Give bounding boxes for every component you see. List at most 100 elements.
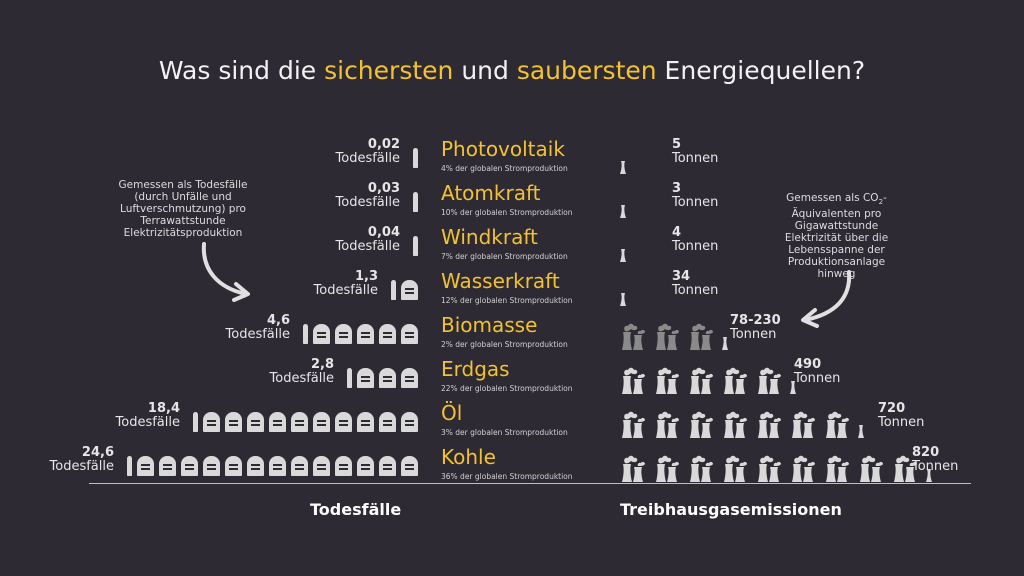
power-plant-icon: [756, 454, 783, 482]
power-plant-group: [620, 454, 932, 482]
emissions-value: 490 Tonnen: [794, 358, 840, 386]
emissions-value: 5 Tonnen: [672, 138, 718, 166]
power-plant-icon: [688, 410, 715, 438]
tombstone-icon: [159, 456, 176, 476]
power-plant-group: [620, 410, 864, 438]
power-plant-icon: [824, 410, 851, 438]
power-plant-group: [620, 366, 796, 394]
tombstone-icon: [379, 324, 396, 344]
tombstone-icon: [357, 324, 374, 344]
tombstone-icon: [335, 324, 352, 344]
power-plant-icon: [892, 454, 919, 482]
tombstone-icon: [313, 456, 330, 476]
emissions-number: 820: [912, 445, 940, 460]
source-share: 10% der globalen Stromproduktion: [441, 208, 573, 217]
title-mid: und: [453, 56, 517, 85]
emissions-note-post: -Äquivalenten pro Gigawattstunde Elektri…: [784, 192, 889, 281]
deaths-number: 24,6: [81, 445, 114, 460]
left-curved-arrow-icon: [201, 242, 250, 302]
power-plant-group: [620, 146, 626, 174]
right-curved-arrow-icon: [801, 270, 852, 328]
tombstone-icon: [291, 412, 308, 432]
deaths-value: 4,6 Todesfälle: [226, 314, 290, 342]
deaths-unit: Todesfälle: [313, 283, 378, 298]
tombstone-icon: [357, 456, 374, 476]
power-plant-partial-icon: [926, 454, 932, 482]
power-plant-icon: [688, 366, 715, 394]
source-name: Kohle: [441, 445, 496, 469]
deaths-unit: Todesfälle: [335, 239, 400, 254]
footer-emissions-label: Treibhausgasemissionen: [620, 500, 842, 519]
tombstone-icon: [335, 456, 352, 476]
deaths-unit: Todesfälle: [115, 415, 180, 430]
tombstone-icon: [225, 412, 242, 432]
emissions-note-sub: 2: [878, 198, 884, 207]
tombstone-group: [303, 324, 418, 344]
emissions-value: 4 Tonnen: [672, 226, 718, 254]
tombstone-icon: [379, 368, 396, 388]
deaths-number: 4,6: [266, 313, 290, 328]
deaths-value: 1,3 Todesfälle: [314, 270, 378, 298]
power-plant-icon: [654, 454, 681, 482]
power-plant-icon: [858, 454, 885, 482]
title-highlight-cleanest: saubersten: [516, 56, 657, 85]
emissions-number: 34: [672, 269, 691, 284]
power-plant-icon: [654, 410, 681, 438]
title-post: Energiequellen?: [656, 56, 866, 85]
row-kohle: 24,6 Todesfälle Kohle 36% der globalen Stro…: [0, 446, 1024, 490]
title-highlight-safest: sichersten: [324, 56, 454, 85]
power-plant-icon: [756, 410, 783, 438]
deaths-unit: Todesfälle: [225, 327, 290, 342]
power-plant-group: [620, 322, 728, 350]
tombstone-icon: [203, 456, 220, 476]
source-name: Photovoltaik: [441, 137, 565, 161]
source-share: 22% der globalen Stromproduktion: [441, 384, 573, 393]
power-plant-icon: [620, 454, 647, 482]
tombstone-icon: [269, 456, 286, 476]
title-pre: Was sind die: [158, 56, 325, 85]
power-plant-partial-icon: [790, 366, 796, 394]
emissions-value: 820 Tonnen: [912, 446, 958, 474]
tombstone-icon: [247, 412, 264, 432]
tombstone-icon: [401, 324, 418, 344]
tombstone-partial-icon: [391, 280, 396, 300]
deaths-value: 0,04 Todesfälle: [336, 226, 400, 254]
power-plant-icon: [824, 454, 851, 482]
tombstone-icon: [181, 456, 198, 476]
tombstone-partial-icon: [193, 412, 198, 432]
row-windkraft: 0,04 Todesfälle Windkraft 7% der globalen S…: [0, 226, 1024, 270]
footer-deaths-label: Todesfälle: [310, 500, 402, 519]
power-plant-partial-icon: [722, 322, 728, 350]
emissions-unit: Tonnen: [878, 415, 925, 430]
emissions-note-pre: Gemessen als CO: [786, 192, 879, 204]
row-biomasse: 4,6 Todesfälle Biomasse 2% der globalen Str…: [0, 314, 1024, 358]
row-atomkraft: 0,03 Todesfälle Atomkraft 10% der globalen …: [0, 182, 1024, 226]
source-name: Biomasse: [441, 313, 538, 337]
emissions-value: 720 Tonnen: [878, 402, 924, 430]
power-plant-icon: [620, 366, 647, 394]
tombstone-icon: [401, 412, 418, 432]
power-plant-icon: [722, 366, 749, 394]
tombstone-icon: [357, 412, 374, 432]
power-plant-partial-icon: [620, 278, 626, 306]
tombstone-group: [413, 236, 418, 256]
deaths-number: 18,4: [147, 401, 180, 416]
tombstone-icon: [401, 456, 418, 476]
power-plant-icon: [722, 454, 749, 482]
deaths-unit: Todesfälle: [269, 371, 334, 386]
tombstone-icon: [225, 456, 242, 476]
emissions-note: Gemessen als CO2-Äquivalenten pro Gigawa…: [774, 192, 899, 280]
deaths-unit: Todesfälle: [335, 151, 400, 166]
power-plant-group: [620, 278, 626, 306]
source-name: Windkraft: [441, 225, 538, 249]
row-öl: 18,4 Todesfälle Öl 3% der globalen Strompro…: [0, 402, 1024, 446]
tombstone-partial-icon: [413, 192, 418, 212]
emissions-unit: Tonnen: [672, 239, 719, 254]
emissions-value: 34 Tonnen: [672, 270, 718, 298]
power-plant-icon: [620, 322, 647, 350]
emissions-number: 78-230: [730, 313, 781, 328]
tombstone-group: [193, 412, 418, 432]
power-plant-icon: [756, 366, 783, 394]
tombstone-icon: [137, 456, 154, 476]
deaths-value: 18,4 Todesfälle: [116, 402, 180, 430]
